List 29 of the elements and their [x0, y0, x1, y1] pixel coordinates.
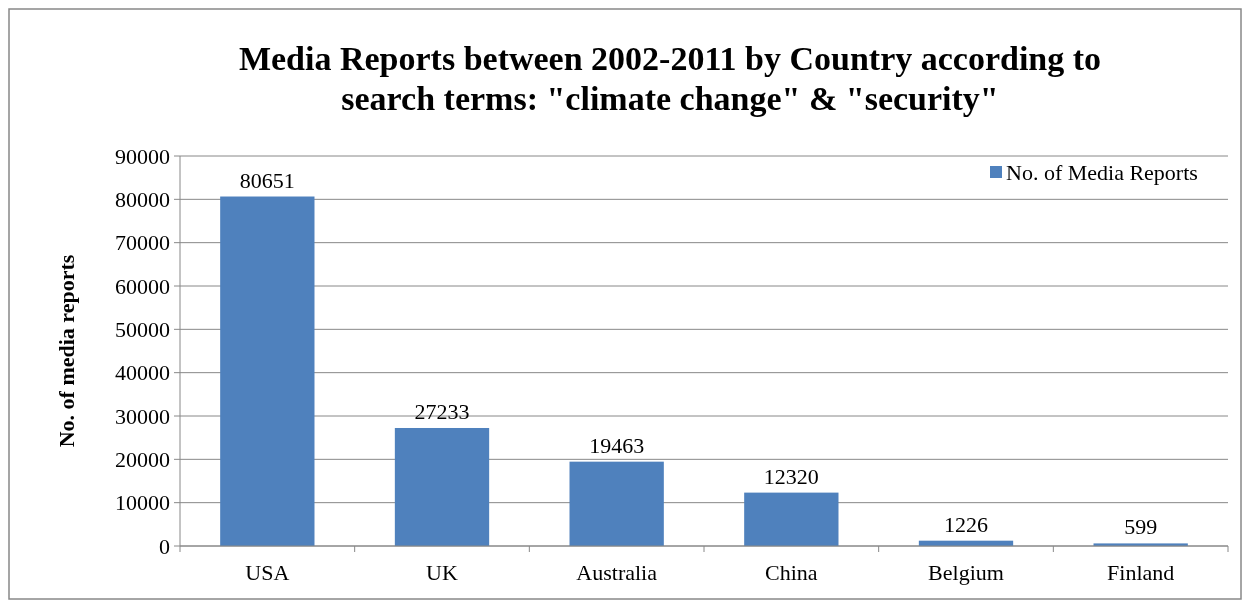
y-tick-label: 80000: [115, 187, 170, 213]
bar: [220, 196, 315, 546]
x-tick-label: UK: [426, 560, 458, 585]
x-tick-label: China: [765, 560, 818, 585]
data-label: 599: [1124, 514, 1158, 540]
y-tick-label: 50000: [115, 317, 170, 343]
x-tick-label: Belgium: [928, 560, 1004, 585]
y-tick-label: 90000: [115, 143, 170, 169]
y-tick-label: 30000: [115, 403, 170, 429]
data-label: 19463: [589, 432, 645, 458]
bar: [394, 427, 490, 546]
y-tick-label: 40000: [115, 360, 170, 386]
legend-label: No. of Media Reports: [1006, 159, 1198, 185]
data-label: 80651: [239, 167, 295, 193]
x-tick-label: Australia: [576, 560, 658, 585]
y-tick-label: 10000: [115, 490, 170, 516]
x-tick-label: Finland: [1107, 560, 1175, 585]
bar: [569, 461, 664, 546]
x-tick-label: USA: [245, 560, 290, 585]
data-label: 1226: [944, 511, 988, 537]
y-axis-title: No. of media reports: [54, 254, 79, 448]
chart-title: Media Reports between 2002-2011 by Country according to search terms: "climate change" & "security": [238, 40, 1102, 117]
y-tick-label: 60000: [115, 273, 170, 299]
data-label: 12320: [763, 463, 819, 489]
data-label: 27233: [414, 398, 470, 424]
y-tick-label: 0: [159, 533, 170, 559]
y-tick-label: 70000: [115, 230, 170, 256]
y-tick-label: 20000: [115, 447, 170, 473]
bar: [744, 492, 839, 546]
